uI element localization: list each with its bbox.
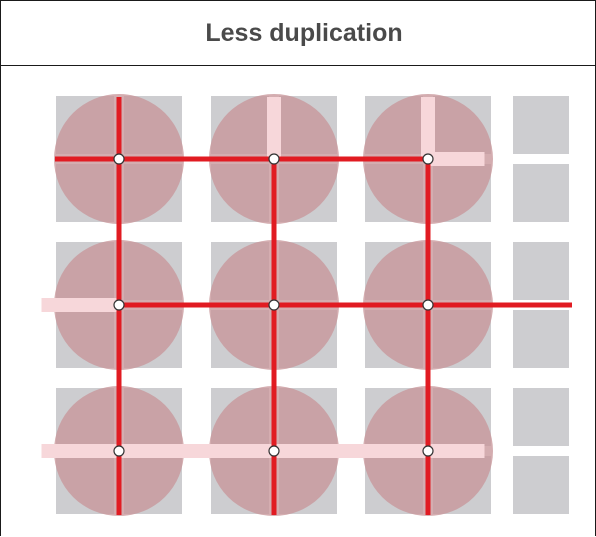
grid-tile: [513, 242, 569, 300]
junction-node: [268, 445, 280, 457]
link-band: [267, 97, 281, 159]
band-layer: [41, 97, 485, 458]
junction-node: [422, 445, 434, 457]
page-title: Less duplication: [205, 18, 403, 47]
link-band: [421, 97, 435, 159]
junction-node: [113, 299, 125, 311]
grid-tile: [513, 310, 569, 368]
link-band: [428, 152, 485, 166]
link-band: [41, 298, 119, 312]
node-layer: [113, 153, 434, 457]
header-cell: Less duplication: [1, 1, 595, 66]
junction-node: [113, 153, 125, 165]
junction-node: [268, 153, 280, 165]
junction-node: [422, 153, 434, 165]
grid-tile: [513, 456, 569, 514]
junction-node: [268, 299, 280, 311]
junction-node: [422, 299, 434, 311]
grid-tile: [513, 96, 569, 154]
grid-tile: [513, 164, 569, 222]
junction-node: [113, 445, 125, 457]
link-band: [41, 444, 485, 458]
grid-tile: [513, 388, 569, 446]
